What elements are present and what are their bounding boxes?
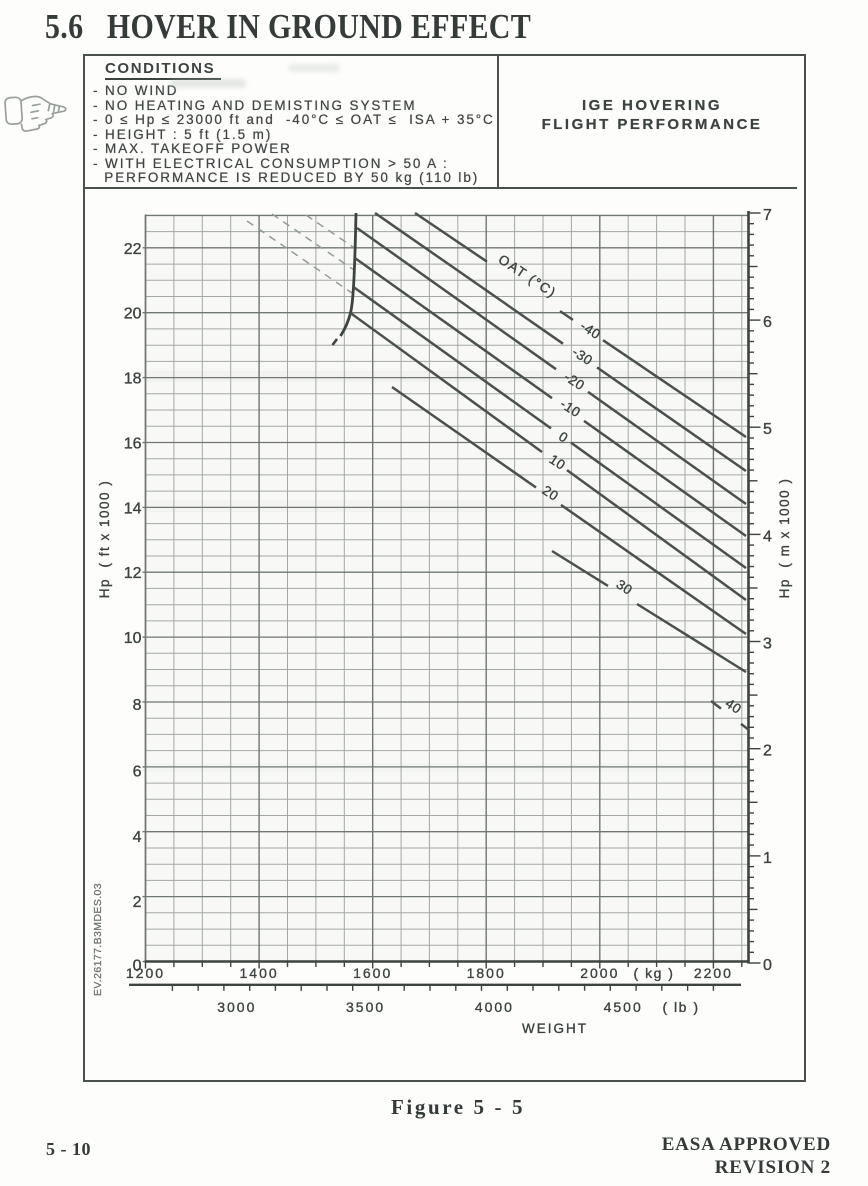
- svg-text:4: 4: [763, 528, 772, 545]
- svg-text:18: 18: [124, 371, 142, 388]
- svg-text:12: 12: [124, 565, 142, 582]
- svg-text:6: 6: [763, 314, 772, 331]
- svg-text:0: 0: [133, 958, 142, 975]
- svg-text:3500: 3500: [346, 999, 385, 1015]
- svg-text:3: 3: [763, 636, 772, 653]
- svg-text:WEIGHT: WEIGHT: [522, 1021, 588, 1036]
- svg-text:1200: 1200: [126, 965, 165, 981]
- svg-text:8: 8: [133, 697, 142, 714]
- svg-text:2200: 2200: [694, 965, 733, 981]
- svg-text:Hp ( m x 1000 ): Hp ( m x 1000 ): [777, 478, 792, 599]
- svg-text:( lb ): ( lb ): [663, 999, 700, 1015]
- svg-text:0: 0: [763, 957, 772, 974]
- svg-text:1: 1: [763, 850, 772, 867]
- svg-text:16: 16: [124, 436, 142, 453]
- svg-text:EV.26177.B3MDES.03: EV.26177.B3MDES.03: [92, 883, 104, 996]
- svg-text:4500: 4500: [604, 999, 643, 1015]
- svg-text:7: 7: [763, 207, 772, 224]
- svg-text:( kg ): ( kg ): [634, 965, 675, 981]
- svg-text:2: 2: [763, 743, 772, 760]
- svg-text:10: 10: [124, 630, 142, 647]
- svg-text:6: 6: [133, 763, 142, 780]
- svg-text:1400: 1400: [240, 965, 279, 981]
- svg-text:Hp ( ft x 1000 ): Hp ( ft x 1000 ): [97, 480, 112, 599]
- svg-text:20: 20: [124, 306, 142, 323]
- svg-text:14: 14: [124, 500, 142, 517]
- svg-text:3000: 3000: [217, 999, 256, 1015]
- svg-text:5: 5: [763, 421, 772, 438]
- svg-text:4000: 4000: [475, 999, 514, 1015]
- svg-text:4: 4: [133, 829, 142, 846]
- svg-text:1600: 1600: [353, 965, 392, 981]
- svg-text:2000: 2000: [580, 965, 619, 981]
- svg-text:2: 2: [133, 894, 142, 911]
- svg-text:1800: 1800: [467, 965, 506, 981]
- svg-text:22: 22: [124, 241, 142, 258]
